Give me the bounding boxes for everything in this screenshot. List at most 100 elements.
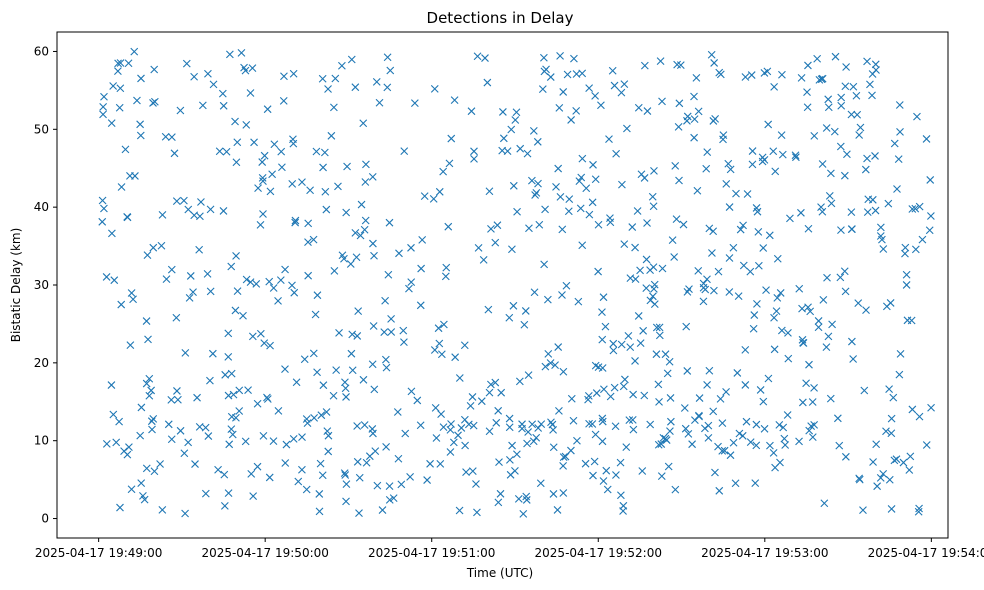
detection-point [441,272,450,281]
detection-point [539,53,548,62]
detection-point [319,381,328,390]
detection-point [552,182,560,191]
detection-point [889,393,898,402]
detection-point [190,72,199,81]
detection-point [894,155,903,164]
x-tick-label: 2025-04-17 19:51:00 [368,546,495,560]
detection-point [847,208,856,217]
detection-point [232,252,240,260]
detection-point [612,149,621,158]
detection-point [342,497,350,506]
detection-point [716,395,725,403]
detection-point [290,288,299,297]
detection-point [401,429,410,438]
detection-point [256,220,265,229]
detection-point [784,354,793,363]
detection-point [753,299,761,308]
detection-point [907,316,916,325]
detection-point [133,96,141,105]
detection-point [170,149,179,158]
detection-point [147,386,156,395]
detection-point [237,49,246,57]
detection-point [683,367,692,375]
detection-point [435,187,444,196]
detection-point [825,192,834,200]
detection-point [418,236,427,244]
detection-point [265,277,274,286]
detection-point [747,71,756,79]
detection-point [620,80,629,89]
detection-point [837,226,845,235]
detection-point [631,243,639,252]
detection-point [899,458,908,467]
detection-point [741,345,750,354]
detection-point [107,229,116,238]
detection-point [822,124,831,132]
detection-point [567,446,575,455]
detection-point [792,153,800,162]
detection-point [127,485,136,494]
detection-point [137,74,145,83]
detection-point [351,83,360,92]
detection-point [485,187,494,196]
detection-point [911,245,920,254]
detection-point [454,431,462,440]
detection-point [288,179,297,188]
detection-point [592,389,601,397]
detection-point [655,331,664,340]
detection-point [642,255,651,264]
detection-point [114,67,122,76]
detection-point [759,244,768,252]
detection-point [840,171,849,180]
detection-point [522,496,531,504]
detection-point [648,292,657,301]
detection-point [466,401,475,410]
detection-point [804,303,812,312]
detection-point [741,73,750,81]
detection-point [100,204,108,213]
detection-point [833,414,842,423]
detection-point [665,357,674,366]
detection-point [612,471,620,479]
detection-point [738,431,747,440]
detection-point [701,285,710,294]
detection-point [215,147,224,156]
detection-point [508,245,516,254]
detection-point [634,103,643,112]
detection-point [263,105,272,114]
detection-point [467,107,476,116]
detection-point [661,350,670,359]
detection-point [863,57,871,66]
detection-point [387,328,396,336]
detection-point [492,418,501,427]
detection-point [780,434,789,443]
detection-point [347,349,356,358]
detection-point [311,310,320,319]
detection-point [873,482,882,491]
detection-point [732,189,740,198]
detection-point [351,228,360,237]
x-axis-label: Time (UTC) [466,566,533,580]
detection-point [926,176,935,184]
detection-point [671,485,680,494]
detection-point [318,471,327,480]
x-tick-label: 2025-04-17 19:49:00 [35,546,162,560]
detection-point [516,144,525,153]
detection-point [906,452,915,461]
detection-point [841,452,850,461]
detection-point [710,59,719,67]
detection-point [168,133,176,141]
detection-point [541,205,549,214]
detection-point [638,467,647,475]
detection-point [752,441,761,450]
detection-point [521,307,530,315]
detection-point [585,419,593,428]
detection-point [218,89,227,98]
detection-point [270,140,279,149]
detection-point [783,411,792,419]
detection-point [777,131,786,140]
detection-point [309,235,318,244]
detection-point [124,59,133,68]
detection-point [437,410,446,419]
detection-point [382,363,391,372]
